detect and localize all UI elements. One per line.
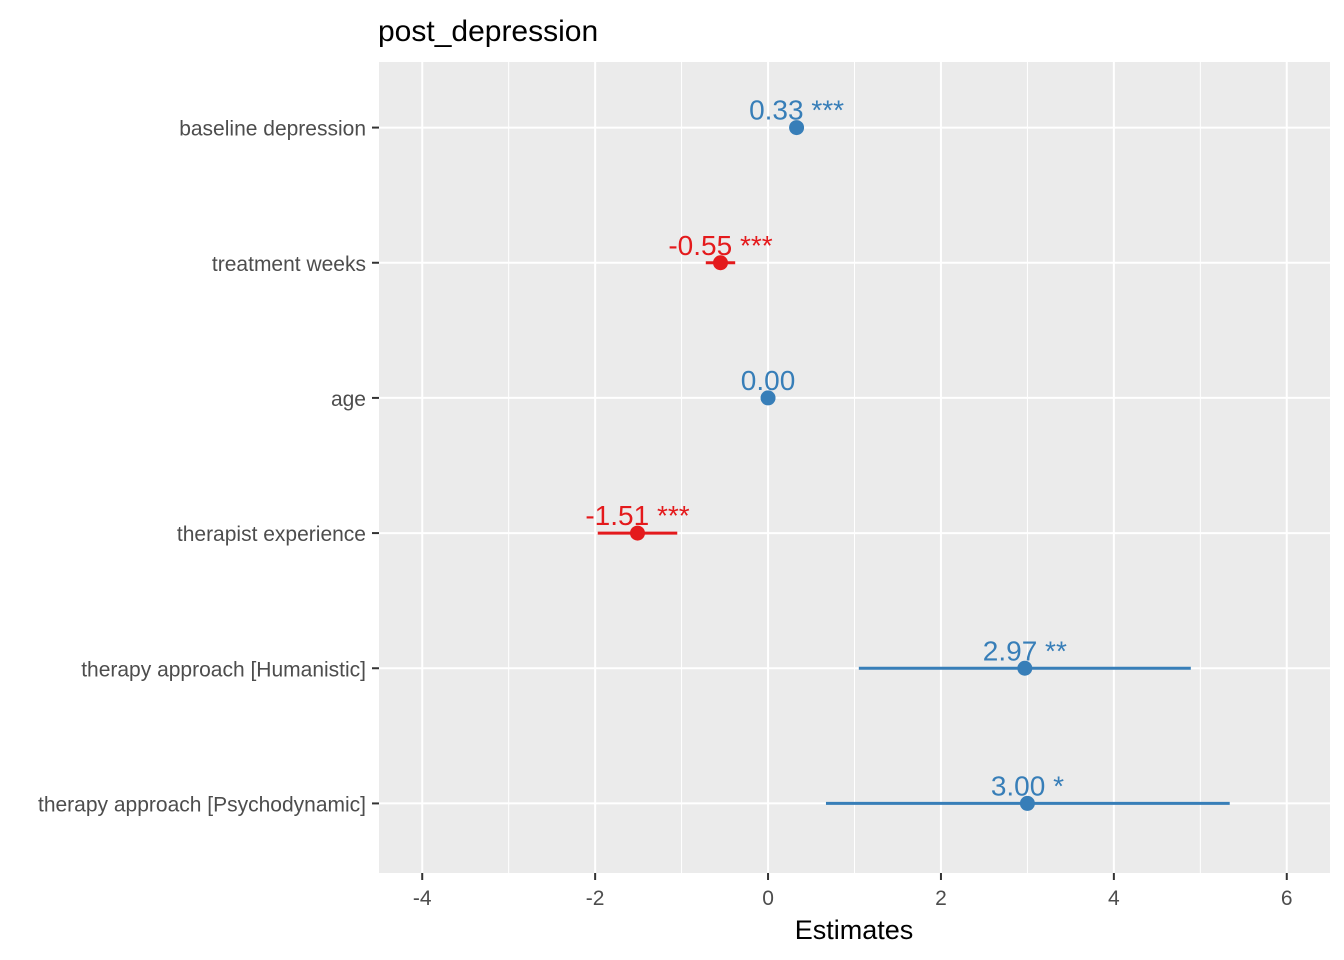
- y-tick-label: baseline depression: [179, 118, 366, 141]
- x-axis-title: Estimates: [795, 915, 914, 945]
- axes: -4 -2 0 2 4 6 baseline depression treatment wee…: [38, 118, 1293, 910]
- estimate-marks: 0.33 *** -0.55 *** 0.00 -1.51 *** 2.97 ** 3.0…: [585, 95, 1230, 811]
- y-tick-label: therapy approach [Humanistic]: [81, 658, 366, 681]
- value-label: -0.55 ***: [668, 230, 772, 261]
- x-tick-label: -2: [586, 887, 605, 910]
- x-tick-label: 4: [1108, 887, 1120, 910]
- x-tick-label: 0: [762, 887, 774, 910]
- y-tick-label: age: [331, 388, 366, 411]
- grid-lines: [379, 62, 1330, 873]
- x-tick-label: 6: [1281, 887, 1293, 910]
- value-label: 0.00: [741, 365, 796, 396]
- value-label: 2.97 **: [983, 635, 1067, 666]
- estimate-point: [629, 525, 645, 541]
- y-tick-label: treatment weeks: [212, 253, 366, 276]
- chart-title: post_depression: [378, 15, 598, 48]
- estimate-point: [712, 255, 728, 271]
- x-tick-label: -4: [413, 887, 432, 910]
- estimate-point: [789, 120, 805, 136]
- y-tick-label: therapy approach [Psychodynamic]: [38, 793, 366, 816]
- y-tick-label: therapist experience: [177, 523, 366, 546]
- value-label: 3.00 *: [991, 770, 1064, 801]
- value-label: 0.33 ***: [749, 95, 844, 126]
- estimate-point: [760, 390, 776, 406]
- estimate-point: [1019, 795, 1035, 811]
- estimate-point: [1017, 660, 1033, 676]
- value-label: -1.51 ***: [585, 500, 689, 531]
- x-tick-label: 2: [935, 887, 947, 910]
